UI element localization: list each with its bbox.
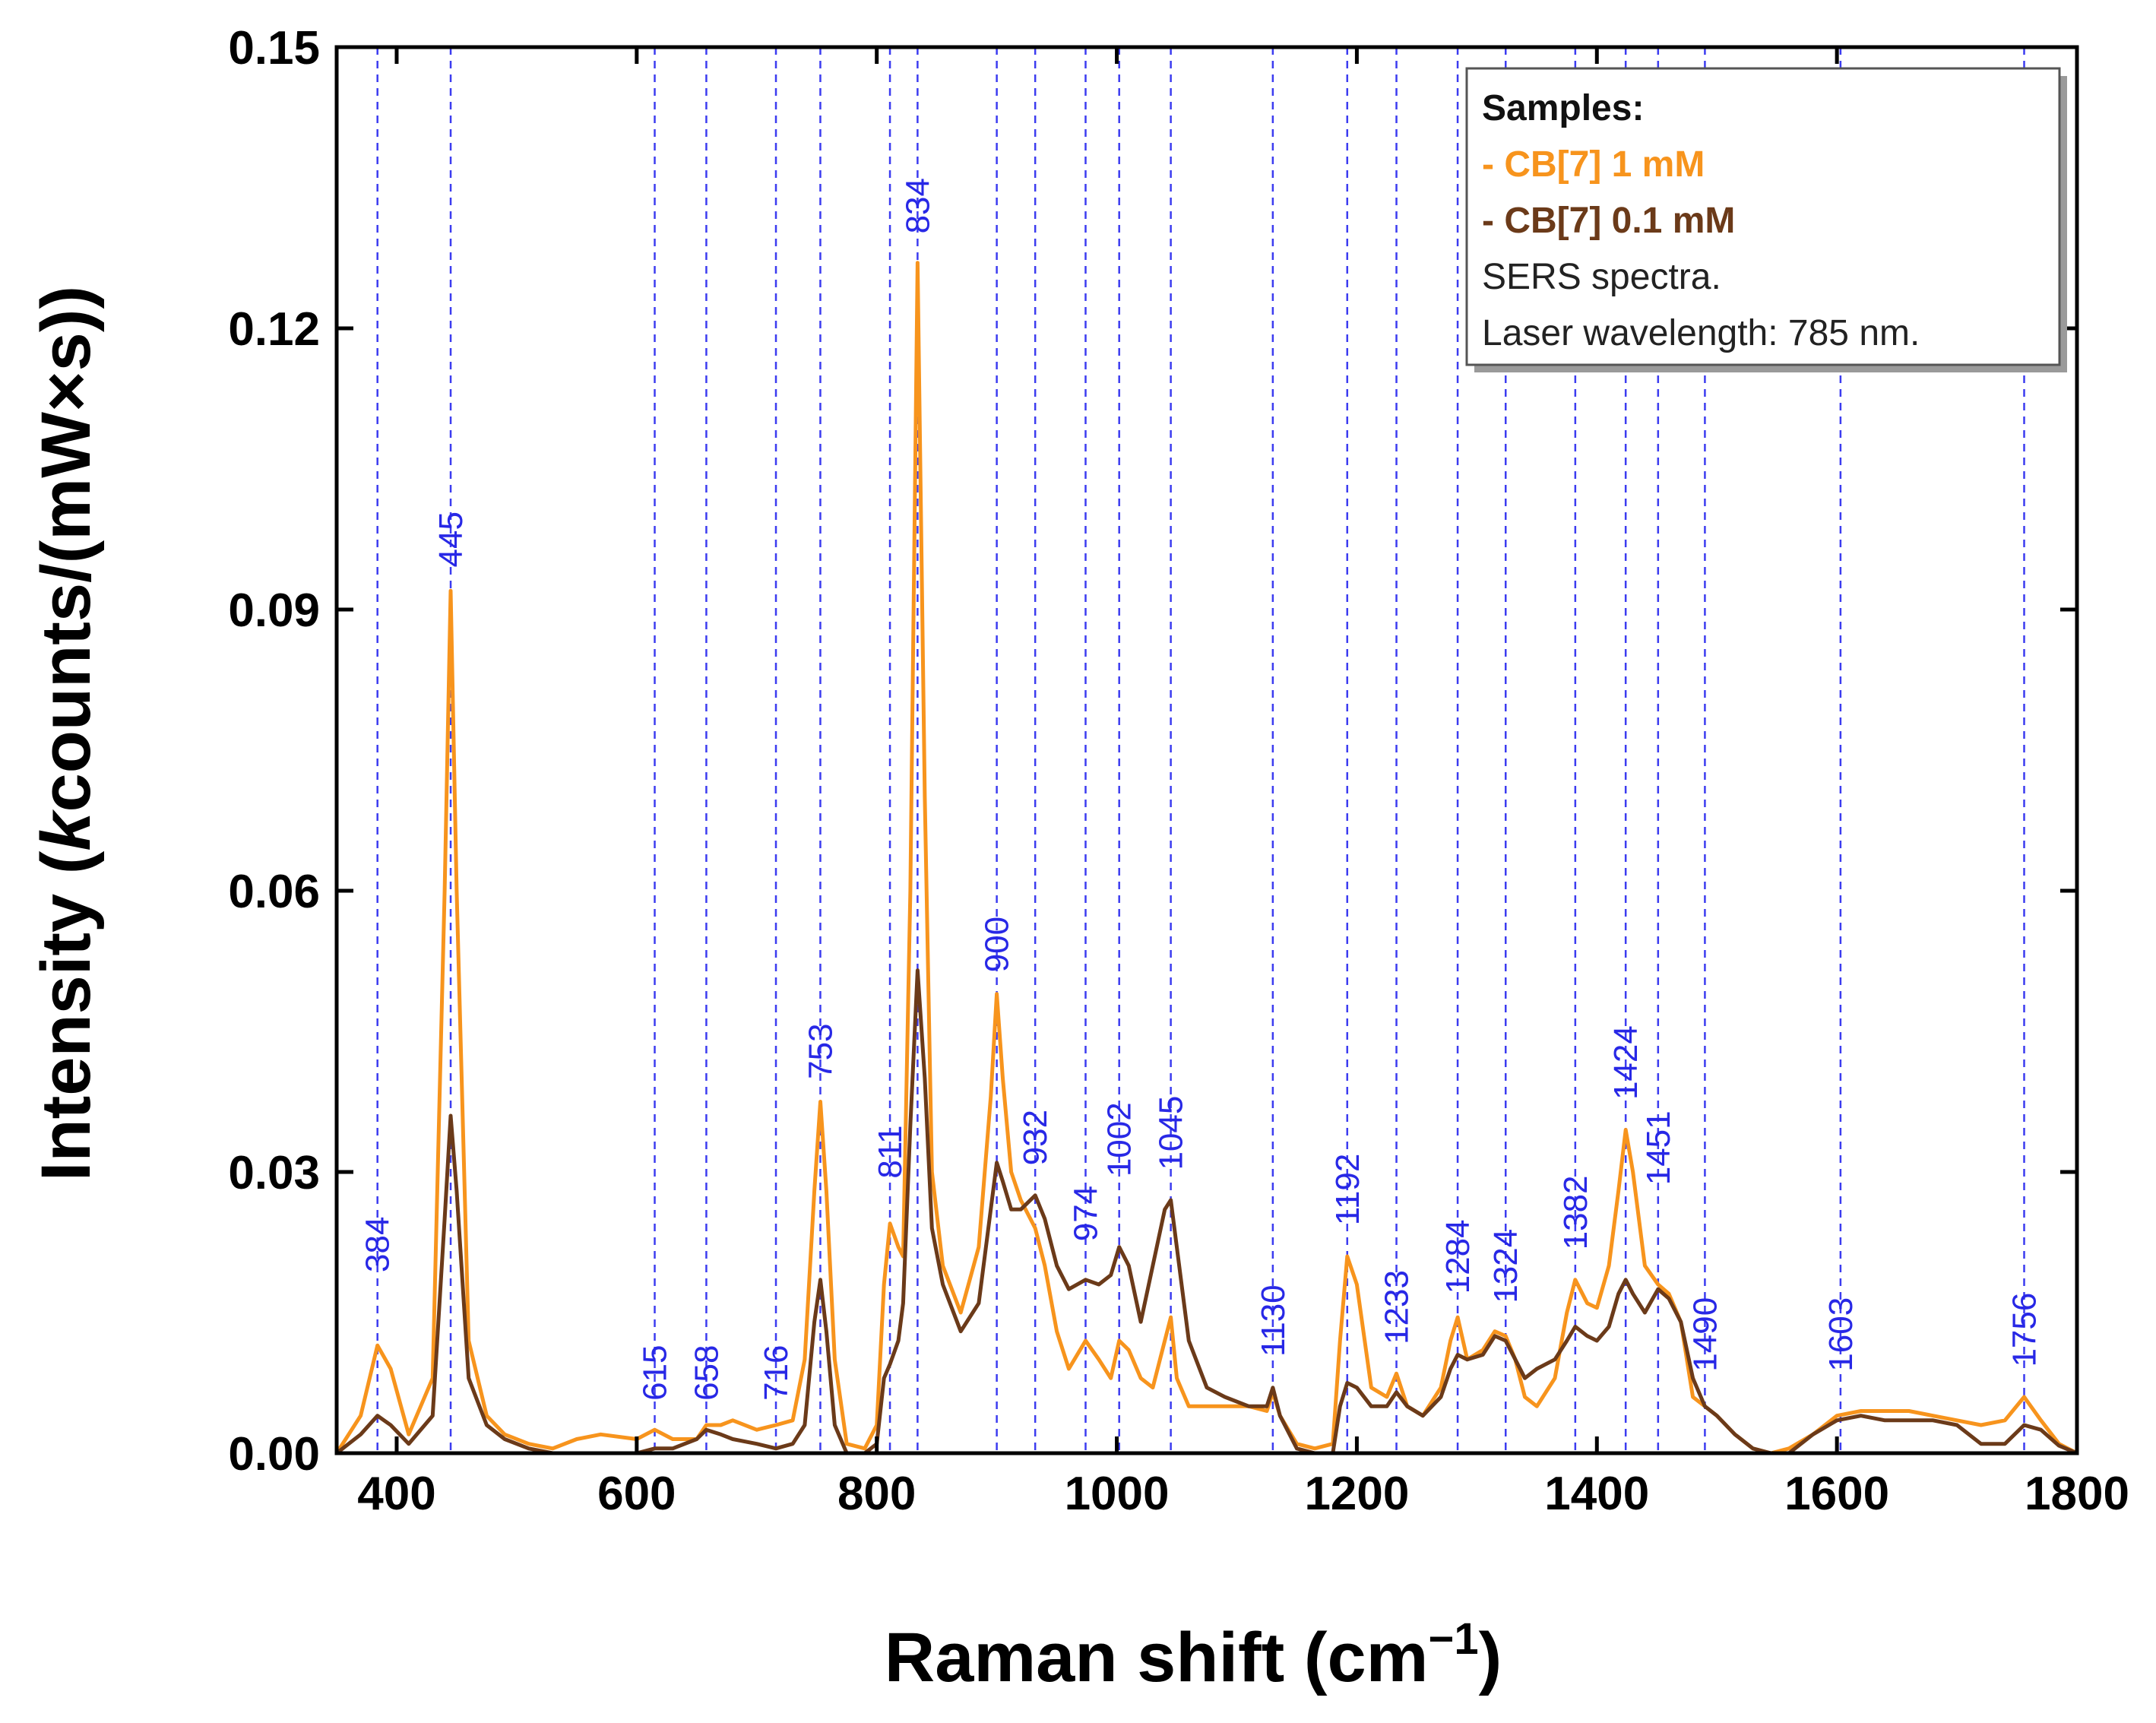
x-tick-label-1600: 1600: [1784, 1468, 1889, 1520]
legend: Samples: - CB[7] 1 mM - CB[7] 0.1 mM SER…: [1465, 67, 2067, 372]
y-tick-label-0.00: 0.00: [228, 1428, 320, 1481]
y-axis-title-suffix: counts/(mW×s)): [27, 286, 105, 812]
x-tick-label-1200: 1200: [1304, 1468, 1409, 1520]
peak-label-1382: 1382: [1557, 1175, 1594, 1249]
plot-frame: [334, 45, 2079, 1455]
peak-label-1045: 1045: [1153, 1096, 1190, 1170]
x-axis-title-close: ): [1479, 1619, 1502, 1696]
peak-label-834: 834: [899, 178, 936, 233]
x-tick-label-1000: 1000: [1065, 1468, 1170, 1520]
axes: 400 600 800 1000 1200 1400 1600 1800 0.00 0.03 0.0…: [228, 22, 2129, 1520]
peak-label-1756: 1756: [2006, 1293, 2044, 1367]
x-tick-label-400: 400: [357, 1468, 435, 1520]
legend-entry-cb7-1mm: - CB[7] 1 mM: [1482, 144, 1705, 185]
peak-label-1192: 1192: [1329, 1154, 1366, 1226]
legend-note-laser: Laser wavelength: 785 nm.: [1482, 313, 1920, 353]
peak-label-1130: 1130: [1255, 1284, 1292, 1357]
peak-label-1002: 1002: [1101, 1102, 1138, 1177]
peak-label-900: 900: [979, 917, 1016, 972]
peak-label-1451: 1451: [1640, 1110, 1677, 1185]
peak-label-445: 445: [432, 512, 470, 567]
legend-box: [1465, 67, 2061, 366]
x-tick-label-600: 600: [597, 1468, 676, 1520]
peak-label-753: 753: [802, 1023, 839, 1078]
peak-label-1424: 1424: [1607, 1025, 1645, 1100]
y-axis-title-italic: k: [27, 809, 105, 851]
y-tick-label-0.09: 0.09: [228, 584, 320, 637]
x-tick-label-800: 800: [837, 1468, 916, 1520]
peak-label-615: 615: [637, 1345, 674, 1401]
legend-entry-cb7-0.1mm: - CB[7] 0.1 mM: [1482, 201, 1735, 241]
x-tick-label-1400: 1400: [1544, 1468, 1649, 1520]
legend-title: Samples:: [1482, 88, 1644, 128]
peak-label-716: 716: [758, 1345, 795, 1401]
y-axis-title-prefix: Intensity (: [27, 850, 105, 1181]
peak-label-658: 658: [688, 1345, 725, 1401]
peak-label-1233: 1233: [1379, 1270, 1416, 1345]
peak-label-1324: 1324: [1487, 1229, 1524, 1303]
x-axis-title-superscript: −1: [1428, 1614, 1478, 1664]
y-tick-label-0.03: 0.03: [228, 1147, 320, 1199]
legend-note-sers: SERS spectra.: [1482, 257, 1721, 297]
series-cb7-0.1mm-line: [334, 968, 2079, 1455]
x-axis-title: Raman shift (cm−1): [885, 1614, 1502, 1696]
peak-label-974: 974: [1067, 1186, 1104, 1241]
peak-labels: 384 445 615 658 716 753 811 834 900 932 974 1002 104…: [359, 178, 2044, 1401]
peak-label-384: 384: [359, 1217, 397, 1272]
peak-label-1284: 1284: [1439, 1219, 1477, 1294]
peak-label-811: 811: [872, 1125, 909, 1178]
peak-label-1490: 1490: [1686, 1297, 1724, 1372]
x-tick-label-1800: 1800: [2025, 1468, 2129, 1520]
peak-label-932: 932: [1017, 1110, 1054, 1165]
y-tick-label-0.15: 0.15: [228, 22, 320, 74]
peak-label-1603: 1603: [1822, 1297, 1860, 1372]
y-tick-label-0.12: 0.12: [228, 303, 320, 356]
y-axis-title: Intensity (kcounts/(mW×s)): [27, 286, 105, 1181]
spectrum-series: [334, 261, 2079, 1455]
y-tick-label-0.06: 0.06: [228, 866, 320, 918]
x-axis-title-main: Raman shift (cm: [885, 1619, 1429, 1696]
